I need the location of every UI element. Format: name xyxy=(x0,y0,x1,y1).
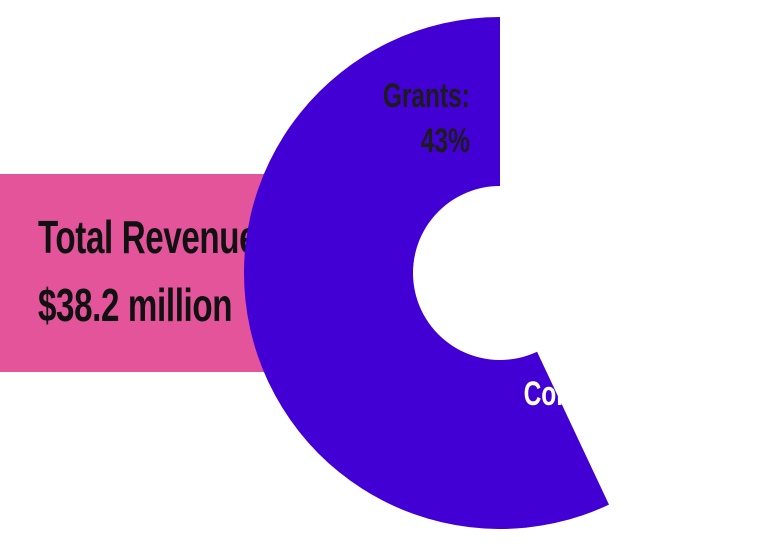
contracts-label: Contracts: 57% xyxy=(524,372,646,462)
donut-slice-contracts xyxy=(244,17,609,529)
grants-label: Grants: 43% xyxy=(383,74,470,164)
total-revenue-title: Total Revenue xyxy=(38,211,258,263)
contracts-label-value: 57% xyxy=(596,420,646,459)
grants-label-value: 43% xyxy=(420,122,470,161)
total-revenue-amount: $38.2 million xyxy=(38,279,233,331)
grants-label-name: Grants: xyxy=(382,77,470,115)
contracts-label-name: Contracts: xyxy=(523,375,646,413)
donut-slice-grants xyxy=(500,17,756,505)
